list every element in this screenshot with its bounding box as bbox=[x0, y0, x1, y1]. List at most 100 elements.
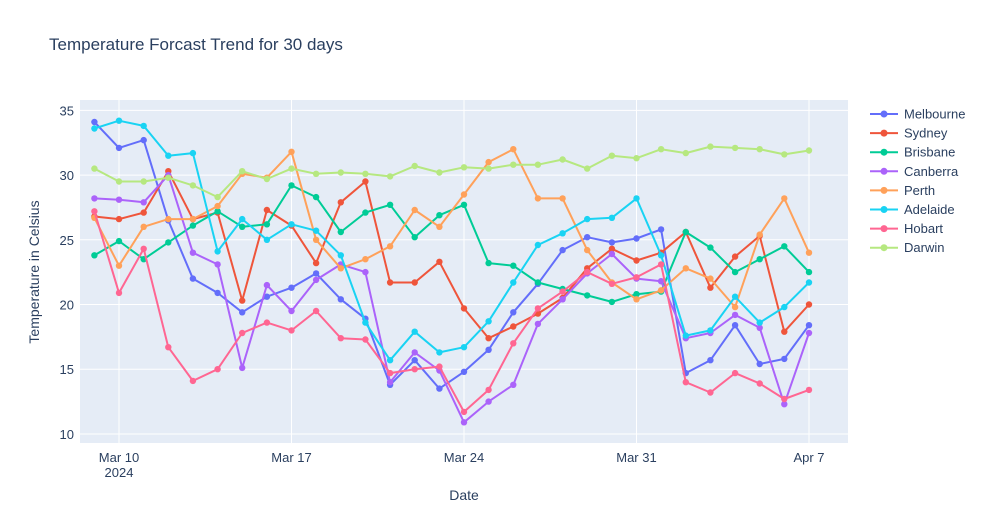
data-point bbox=[707, 285, 713, 291]
data-point bbox=[633, 274, 639, 280]
data-point bbox=[362, 319, 368, 325]
data-point bbox=[559, 288, 565, 294]
data-point bbox=[116, 238, 122, 244]
data-point bbox=[461, 191, 467, 197]
data-point bbox=[214, 261, 220, 267]
y-tick-label: 30 bbox=[60, 168, 74, 183]
data-point bbox=[214, 290, 220, 296]
data-point bbox=[436, 385, 442, 391]
data-point bbox=[461, 419, 467, 425]
data-point bbox=[313, 237, 319, 243]
data-point bbox=[313, 277, 319, 283]
data-point bbox=[91, 125, 97, 131]
legend-item-adelaide[interactable]: Adelaide bbox=[870, 202, 955, 217]
data-point bbox=[757, 231, 763, 237]
data-point bbox=[510, 309, 516, 315]
data-point bbox=[387, 173, 393, 179]
data-point bbox=[338, 229, 344, 235]
data-point bbox=[707, 143, 713, 149]
data-point bbox=[313, 260, 319, 266]
data-point bbox=[239, 224, 245, 230]
chart-title: Temperature Forcast Trend for 30 days bbox=[49, 35, 343, 54]
data-point bbox=[633, 195, 639, 201]
legend-label: Perth bbox=[904, 183, 935, 198]
data-point bbox=[165, 175, 171, 181]
data-point bbox=[239, 309, 245, 315]
data-point bbox=[116, 178, 122, 184]
data-point bbox=[633, 235, 639, 241]
legend-marker-swatch bbox=[881, 206, 888, 213]
data-point bbox=[584, 247, 590, 253]
data-point bbox=[338, 199, 344, 205]
data-point bbox=[757, 146, 763, 152]
data-point bbox=[91, 119, 97, 125]
legend-item-perth[interactable]: Perth bbox=[870, 183, 935, 198]
data-point bbox=[707, 275, 713, 281]
data-point bbox=[141, 137, 147, 143]
data-point bbox=[116, 197, 122, 203]
legend-label: Sydney bbox=[904, 126, 948, 141]
data-point bbox=[288, 285, 294, 291]
data-point bbox=[535, 321, 541, 327]
legend-item-darwin[interactable]: Darwin bbox=[870, 240, 944, 255]
data-point bbox=[387, 379, 393, 385]
legend-item-canberra[interactable]: Canberra bbox=[870, 164, 959, 179]
data-point bbox=[781, 243, 787, 249]
data-point bbox=[412, 329, 418, 335]
y-tick-label: 15 bbox=[60, 362, 74, 377]
data-point bbox=[412, 234, 418, 240]
data-point bbox=[313, 308, 319, 314]
data-point bbox=[633, 296, 639, 302]
data-point bbox=[190, 222, 196, 228]
data-point bbox=[264, 221, 270, 227]
x-tick-label: Mar 31 bbox=[616, 450, 656, 465]
data-point bbox=[362, 256, 368, 262]
y-axis-label: Temperature in Celsius bbox=[26, 200, 42, 343]
data-point bbox=[116, 263, 122, 269]
data-point bbox=[412, 163, 418, 169]
legend-item-hobart[interactable]: Hobart bbox=[870, 221, 943, 236]
data-point bbox=[362, 336, 368, 342]
data-point bbox=[436, 349, 442, 355]
data-point bbox=[584, 292, 590, 298]
data-point bbox=[362, 178, 368, 184]
legend-label: Hobart bbox=[904, 221, 943, 236]
data-point bbox=[461, 202, 467, 208]
data-point bbox=[707, 244, 713, 250]
data-point bbox=[214, 203, 220, 209]
x-axis-ticks: Mar 102024Mar 17 Mar 24 Mar 31 Apr 7 bbox=[99, 450, 825, 480]
data-point bbox=[732, 322, 738, 328]
data-point bbox=[239, 216, 245, 222]
data-point bbox=[535, 162, 541, 168]
data-point bbox=[214, 194, 220, 200]
legend-label: Brisbane bbox=[904, 145, 955, 160]
x-tick-year-label: 2024 bbox=[105, 465, 134, 480]
legend-marker-swatch bbox=[881, 149, 888, 156]
x-axis-label: Date bbox=[449, 487, 479, 503]
data-point bbox=[338, 252, 344, 258]
legend-item-sydney[interactable]: Sydney bbox=[870, 126, 948, 141]
data-point bbox=[609, 215, 615, 221]
legend-item-melbourne[interactable]: Melbourne bbox=[870, 107, 965, 122]
y-tick-label: 35 bbox=[60, 103, 74, 118]
data-point bbox=[436, 224, 442, 230]
data-point bbox=[288, 221, 294, 227]
data-point bbox=[436, 212, 442, 218]
data-point bbox=[559, 156, 565, 162]
data-point bbox=[732, 145, 738, 151]
data-point bbox=[609, 299, 615, 305]
data-point bbox=[313, 171, 319, 177]
x-tick-label: Mar 10 bbox=[99, 450, 139, 465]
data-point bbox=[707, 357, 713, 363]
data-point bbox=[116, 216, 122, 222]
data-point bbox=[264, 207, 270, 213]
data-point bbox=[387, 370, 393, 376]
data-point bbox=[190, 182, 196, 188]
data-point bbox=[510, 263, 516, 269]
legend-label: Adelaide bbox=[904, 202, 955, 217]
data-point bbox=[510, 340, 516, 346]
data-point bbox=[584, 216, 590, 222]
legend-item-brisbane[interactable]: Brisbane bbox=[870, 145, 955, 160]
data-point bbox=[559, 195, 565, 201]
